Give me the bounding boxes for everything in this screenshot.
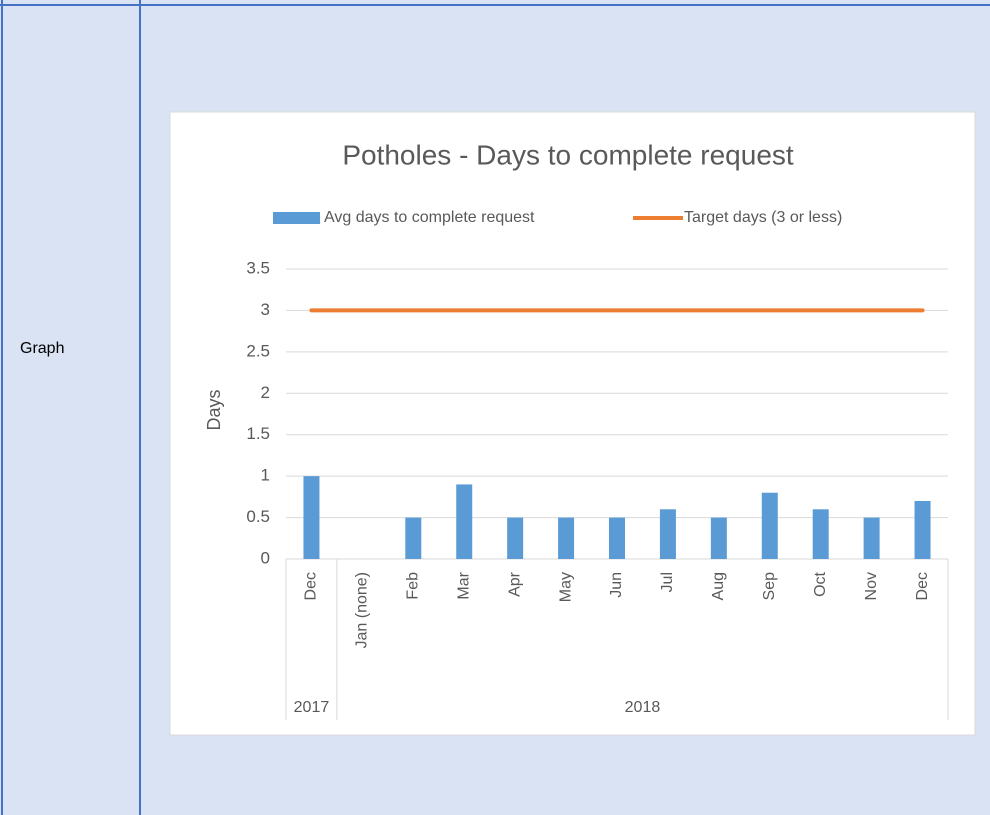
bar: [863, 517, 880, 559]
bar: [812, 509, 829, 559]
x-tick-label: Nov: [863, 572, 880, 600]
y-axis-label: Days: [204, 389, 224, 430]
y-tick-label: 3: [261, 300, 270, 319]
x-tick-label: Jun: [608, 572, 625, 598]
legend-label: Avg days to complete request: [324, 209, 535, 226]
y-tick-label: 2: [261, 383, 270, 402]
y-tick-label: 3.5: [246, 258, 270, 277]
bar: [710, 517, 727, 559]
x-tick-label: Dec: [914, 572, 931, 600]
x-tick-label: Sep: [761, 572, 778, 601]
bar: [659, 509, 676, 559]
y-tick-label: 0: [261, 548, 270, 567]
bar: [405, 517, 422, 559]
bar: [609, 517, 625, 559]
x-tick-label: Oct: [812, 571, 829, 596]
bar: [456, 484, 473, 559]
y-tick-label: 2.5: [246, 341, 270, 360]
bar: [558, 517, 575, 559]
x-tick-label: Dec: [303, 572, 320, 600]
bar: [914, 501, 931, 559]
row-label: Graph: [20, 340, 64, 357]
group-label: 2017: [294, 699, 330, 716]
x-tick-label: Mar: [455, 571, 472, 599]
x-tick-label: Aug: [710, 572, 727, 600]
legend-swatch: [273, 212, 320, 224]
chart-area: [169, 111, 976, 736]
bar: [761, 492, 778, 559]
y-tick-label: 0.5: [246, 507, 270, 526]
bar: [303, 476, 320, 559]
x-tick-label: Jan (none): [354, 572, 371, 649]
legend-label: Target days (3 or less): [684, 209, 842, 226]
y-tick-label: 1: [261, 466, 270, 485]
group-label: 2018: [625, 699, 661, 716]
x-tick-label: May: [557, 572, 574, 602]
x-tick-label: Apr: [506, 571, 523, 597]
y-tick-label: 1.5: [246, 424, 270, 443]
bar: [507, 517, 524, 559]
x-tick-label: Jul: [659, 572, 676, 592]
x-tick-label: Feb: [405, 572, 422, 600]
chart-title: Potholes - Days to complete request: [342, 139, 794, 170]
